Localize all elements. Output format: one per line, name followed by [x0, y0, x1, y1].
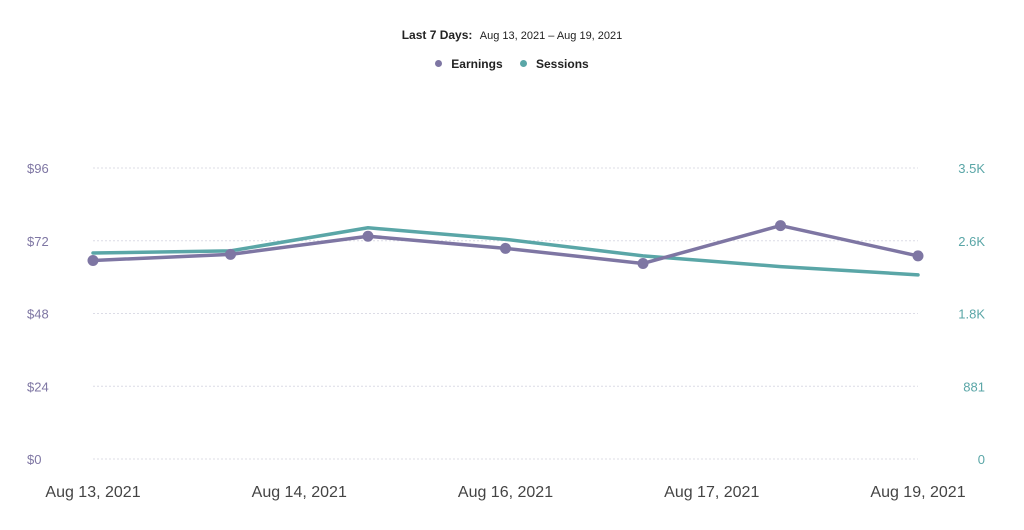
- date-range-value: Aug 13, 2021 – Aug 19, 2021: [479, 30, 623, 42]
- earnings-data-point: [637, 257, 649, 269]
- right-axis-tick-label: 2.6K: [958, 234, 985, 249]
- legend-earnings-dot-icon: [435, 60, 443, 67]
- left-axis-tick-label: $24: [27, 379, 49, 394]
- x-axis-tick-label: Aug 13, 2021: [45, 484, 140, 501]
- x-axis-tick-label: Aug 14, 2021: [252, 484, 347, 501]
- left-axis-tick-label: $72: [27, 234, 49, 249]
- earnings-data-point: [500, 242, 511, 254]
- earnings-data-point: [225, 248, 236, 260]
- earnings-data-point: [775, 220, 786, 232]
- legend: Earnings Sessions: [0, 57, 1024, 71]
- right-axis-tick-label: 0: [978, 452, 985, 467]
- legend-earnings-label: Earnings: [451, 57, 503, 71]
- date-range-label: Last 7 Days:: [401, 28, 473, 42]
- legend-item-earnings[interactable]: Earnings: [435, 57, 503, 71]
- earnings-data-point: [87, 254, 99, 266]
- legend-sessions-dot-icon: [520, 60, 527, 67]
- x-axis-tick-label: Aug 19, 2021: [870, 484, 965, 501]
- earnings-data-point: [362, 230, 374, 242]
- legend-sessions-label: Sessions: [536, 57, 589, 71]
- right-axis-tick-label: 3.5K: [958, 161, 985, 176]
- left-axis-tick-label: $48: [27, 307, 49, 322]
- chart-title: Last 7 Days: Aug 13, 2021 – Aug 19, 2021: [0, 28, 1024, 42]
- right-axis-tick-label: 881: [963, 379, 985, 394]
- left-axis-tick-label: $96: [27, 161, 49, 176]
- x-axis-tick-label: Aug 17, 2021: [664, 484, 759, 501]
- x-axis-tick-label: Aug 16, 2021: [458, 484, 553, 501]
- earnings-data-point: [912, 250, 924, 262]
- right-axis-tick-label: 1.8K: [958, 307, 985, 322]
- legend-item-sessions[interactable]: Sessions: [520, 57, 589, 71]
- left-axis-tick-label: $0: [27, 452, 41, 467]
